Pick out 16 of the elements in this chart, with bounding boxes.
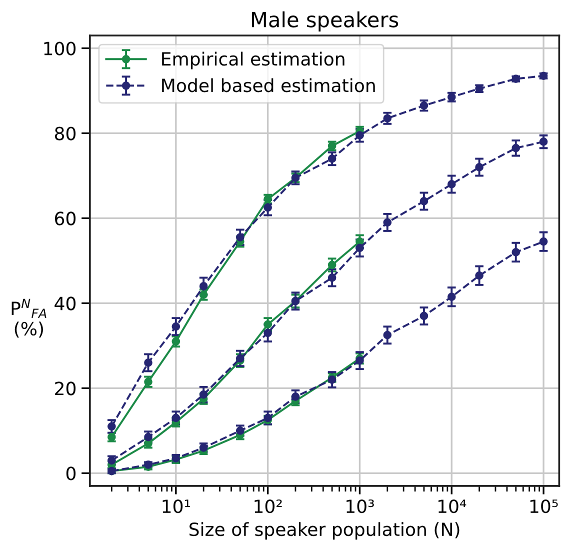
y-tick-label: 80	[54, 126, 76, 140]
x-tick-label: 10¹	[162, 499, 190, 514]
legend-label: Model based estimation	[162, 78, 375, 92]
x-axis-title: Size of speaker population (N)	[190, 522, 460, 540]
x-tick-label: 10⁴	[438, 499, 466, 514]
y-tick-label: 0	[66, 466, 76, 480]
y-tick-label: 100	[44, 42, 76, 56]
y-tick-label: 40	[54, 296, 76, 310]
x-tick-label: 10³	[346, 499, 374, 514]
x-tick-label: 10²	[254, 499, 282, 514]
x-tick-label: 10⁵	[530, 499, 558, 514]
chart-title: Male speakers	[252, 11, 398, 32]
legend-label: Empirical estimation	[162, 52, 344, 70]
y-tick-label: 20	[55, 382, 76, 396]
y-axis-title: P$^{N}$$_{FA}$ (%)	[12, 298, 46, 338]
y-tick-label: 60	[55, 212, 76, 226]
